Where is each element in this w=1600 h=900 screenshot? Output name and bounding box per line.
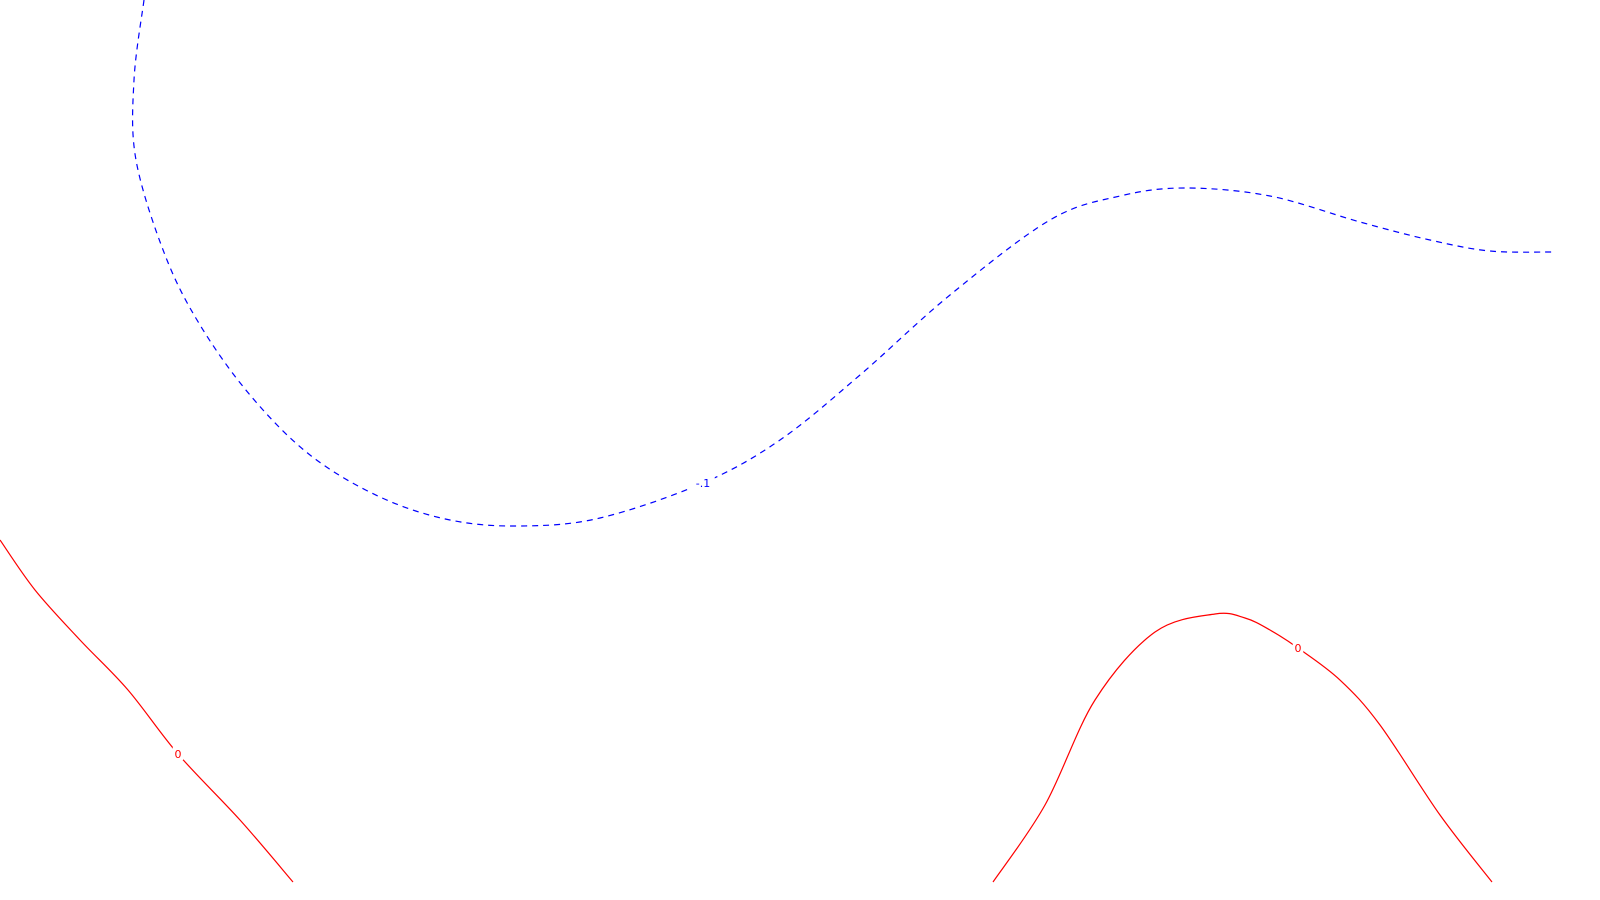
contour-level-group: -.1 (131, 0, 1556, 527)
contour-level-group: 0 (992, 612, 1493, 883)
contour-level-label: -.1 (696, 477, 710, 490)
contour-level-label: 0 (175, 748, 182, 761)
contour-level-group: 0 (0, 539, 294, 883)
contour-line (992, 612, 1493, 883)
contour-label-background (172, 747, 184, 760)
contour-label-background (691, 476, 715, 489)
contour-line (131, 0, 1556, 527)
contour-line (0, 539, 294, 883)
contour-level-label: 0 (1295, 642, 1302, 655)
contour-label-background (1292, 641, 1304, 654)
